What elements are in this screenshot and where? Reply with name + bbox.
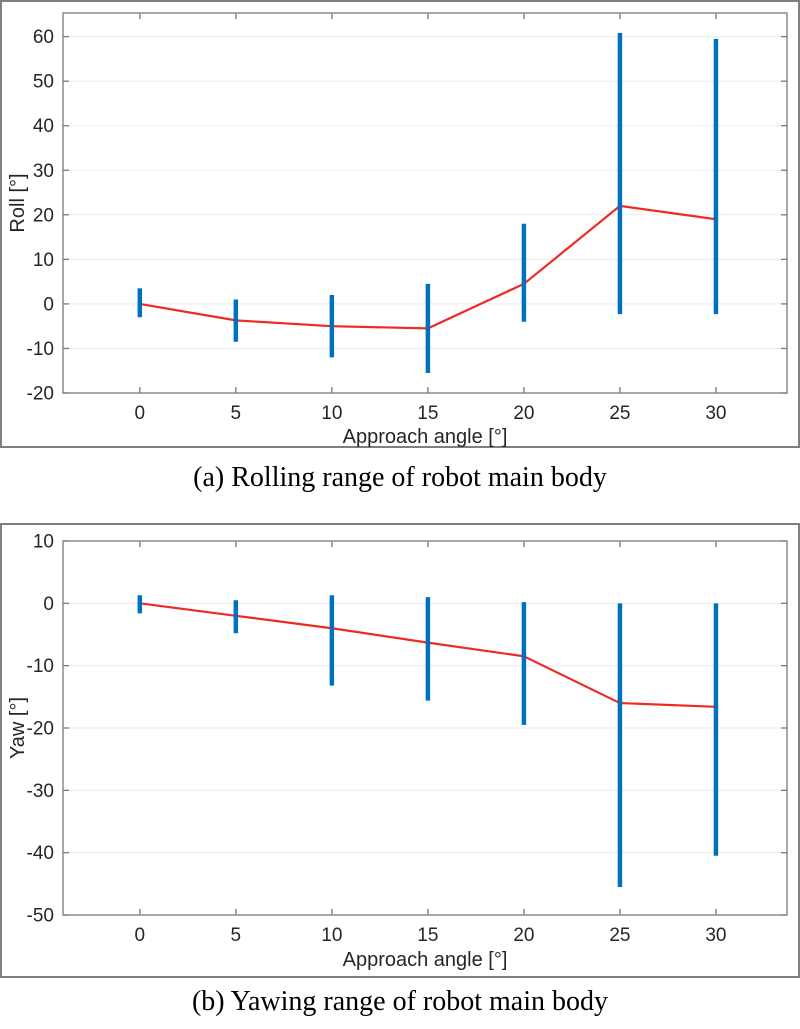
yaw-y-axis-label: Yaw [°] (7, 696, 29, 760)
x-tick-label: 20 (513, 925, 534, 946)
x-tick-label: 15 (417, 403, 438, 424)
x-tick-label: 20 (513, 403, 534, 424)
x-tick-label: 25 (609, 403, 630, 424)
x-tick-label: 5 (231, 403, 242, 424)
y-tick-label: 20 (33, 205, 54, 226)
x-tick-label: 10 (321, 403, 342, 424)
y-tick-label: 60 (33, 27, 54, 48)
caption-yaw-figure: (b) Yawing range of robot main body (191, 986, 609, 1017)
y-tick-label: -50 (27, 906, 54, 927)
x-tick-label: 25 (609, 925, 630, 946)
y-tick-label: -30 (27, 781, 54, 802)
y-tick-label: -10 (27, 339, 54, 360)
panel-roll-figure: 0 5 10 15 20 25 30 -20 -10 0 10 20 30 40 50 60 Approach… (0, 0, 800, 448)
x-tick-label: 0 (135, 925, 146, 946)
error-bars (137, 595, 719, 887)
roll-y-axis-label: Roll [°] (7, 173, 29, 233)
x-tick-label: 30 (705, 403, 726, 424)
roll-chart: 0 5 10 15 20 25 30 -20 -10 0 10 20 30 40 50 60 (27, 12, 788, 424)
x-tick-labels: 0 5 10 15 20 25 30 (135, 925, 727, 946)
tick-marks (63, 540, 787, 916)
y-tick-label: 30 (33, 161, 54, 182)
gridlines (63, 36, 787, 394)
x-tick-labels: 0 5 10 15 20 25 30 (135, 403, 727, 424)
y-tick-label: 0 (43, 594, 54, 615)
caption-roll-figure: (a) Rolling range of robot main body (193, 462, 607, 493)
panel-yaw-figure: 0 5 10 15 20 25 30 -50 -40 -30 -20 -10 0 10 Approach … (0, 523, 800, 978)
roll-x-axis-label: Approach angle [°] (342, 426, 508, 448)
y-tick-label: 10 (33, 532, 54, 553)
y-tick-label: -10 (27, 656, 54, 677)
y-tick-label: -20 (27, 719, 54, 740)
error-bars (137, 33, 719, 373)
yaw-x-axis-label: Approach angle [°] (342, 949, 508, 971)
x-tick-label: 15 (417, 925, 438, 946)
y-tick-labels: -20 -10 0 10 20 30 40 50 60 (27, 27, 54, 404)
y-tick-label: 40 (33, 116, 54, 137)
y-tick-label: 0 (43, 294, 54, 315)
x-tick-label: 5 (231, 925, 242, 946)
y-tick-labels: -50 -40 -30 -20 -10 0 10 (27, 532, 54, 927)
yaw-chart: 0 5 10 15 20 25 30 -50 -40 -30 -20 -10 0 10 (27, 532, 788, 946)
x-tick-label: 10 (321, 925, 342, 946)
y-tick-label: -40 (27, 843, 54, 864)
x-tick-label: 30 (705, 925, 726, 946)
tick-marks (63, 13, 787, 394)
gridlines (63, 540, 787, 916)
y-tick-label: 50 (33, 72, 54, 93)
x-tick-label: 0 (135, 403, 146, 424)
plot-box (62, 12, 788, 394)
y-tick-label: 10 (33, 250, 54, 271)
y-tick-label: -20 (27, 384, 54, 405)
